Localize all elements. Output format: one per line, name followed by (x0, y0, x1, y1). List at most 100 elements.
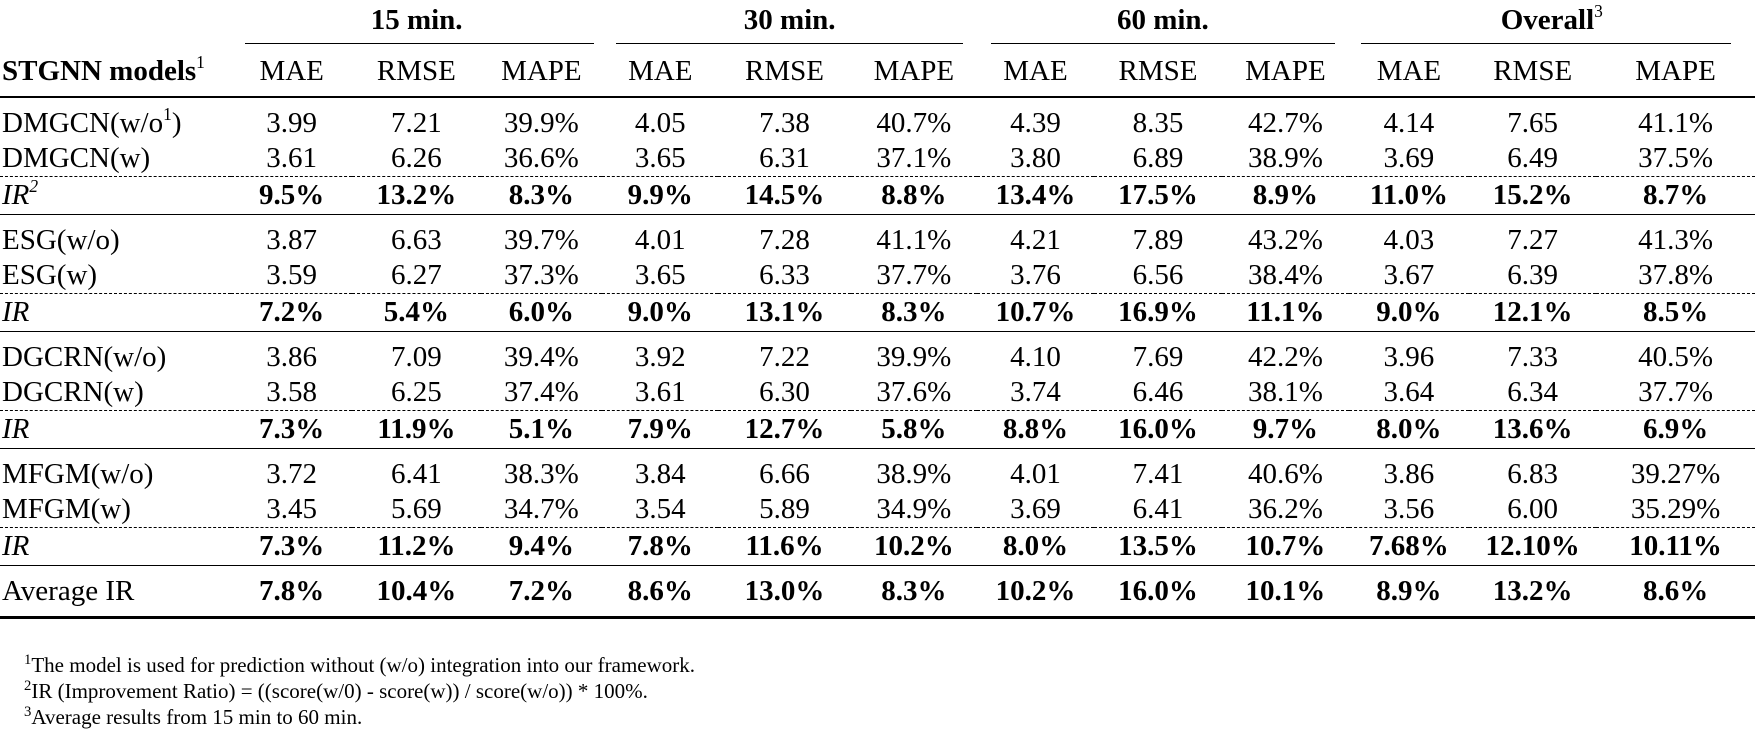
value-cell: 9.0% (627, 296, 693, 328)
value-cell: 7.22 (759, 341, 810, 373)
value-cell: 10.4% (376, 574, 457, 607)
value-cell: 8.0% (1376, 413, 1442, 445)
value-cell: 6.26 (391, 142, 442, 174)
value-cell: 9.7% (1252, 413, 1319, 445)
value-cell: 6.63 (391, 224, 442, 256)
value-cell: 3.99 (266, 107, 318, 139)
value-cell: 10.7% (1245, 530, 1326, 562)
value-cell: 6.34 (1507, 376, 1559, 408)
model-name-cell: IR (2, 296, 30, 328)
value-cell: 37.4% (503, 376, 579, 408)
value-cell: 10.11% (1629, 530, 1722, 562)
value-cell: 4.01 (1010, 458, 1061, 490)
value-cell: 12.1% (1492, 296, 1573, 328)
value-cell: 13.6% (1492, 413, 1573, 445)
table-row: MFGM(w) 3.45 5.69 34.7% 3.54 5.89 34.9% 3.69 6.4… (0, 492, 1755, 528)
value-cell: 3.69 (1010, 493, 1061, 525)
value-cell: 8.6% (627, 574, 693, 607)
model-name-cell: IR2 (2, 175, 39, 211)
model-name-cell: IR (2, 413, 30, 445)
value-cell: 10.7% (995, 296, 1076, 328)
value-cell: 6.83 (1507, 458, 1559, 490)
ir-row: IR 7.3% 11.9% 5.1% 7.9% 12.7% 5.8% 8.8% 16.0% 9.7… (0, 411, 1755, 449)
value-cell: 13.5% (1118, 530, 1198, 562)
value-cell: 37.1% (876, 142, 952, 174)
value-cell: 4.14 (1383, 107, 1435, 139)
value-cell: 39.9% (876, 341, 952, 373)
value-cell: 4.03 (1383, 224, 1435, 256)
value-cell: 13.1% (744, 296, 825, 328)
model-name-cell: MFGM(w/o) (2, 458, 154, 490)
value-cell: 7.2% (508, 574, 574, 607)
value-cell: 3.74 (1010, 376, 1061, 408)
value-cell: 6.39 (1507, 259, 1559, 291)
value-cell: 5.8% (881, 413, 947, 445)
value-cell: 3.59 (266, 259, 318, 291)
dashed-rule (0, 410, 1755, 411)
value-cell: 3.65 (634, 142, 686, 174)
value-cell: 3.72 (266, 458, 318, 490)
value-cell: 37.6% (876, 376, 952, 408)
ir-row: IR 7.3% 11.2% 9.4% 7.8% 11.6% 10.2% 8.0% 13.5% 10… (0, 528, 1755, 566)
value-cell: 17.5% (1118, 179, 1198, 211)
value-cell: 8.5% (1642, 296, 1709, 328)
value-cell: 41.1% (1638, 107, 1714, 139)
value-cell: 6.41 (391, 458, 442, 490)
metric-header: MAE (259, 54, 324, 87)
value-cell: 6.27 (391, 259, 442, 291)
value-cell: 7.8% (259, 574, 325, 607)
metric-header: RMSE (745, 54, 825, 87)
value-cell: 7.27 (1507, 224, 1559, 256)
value-cell: 8.7% (1642, 179, 1709, 211)
value-cell: 3.92 (634, 341, 686, 373)
value-cell: 6.25 (391, 376, 442, 408)
value-cell: 40.5% (1638, 341, 1714, 373)
value-cell: 42.2% (1247, 341, 1323, 373)
value-cell: 14.5% (744, 179, 825, 211)
value-cell: 11.2% (377, 530, 456, 562)
value-cell: 8.35 (1132, 107, 1184, 139)
block-separator-rule (0, 331, 1755, 332)
value-cell: 38.4% (1247, 259, 1323, 291)
group-header-60min: 60 min. (1116, 3, 1209, 36)
value-cell: 4.10 (1010, 341, 1061, 373)
value-cell: 6.33 (759, 259, 810, 291)
value-cell: 9.0% (1376, 296, 1442, 328)
metric-header: MAPE (873, 54, 955, 87)
footnote-2: 2IR (Improvement Ratio) = ((score(w/0) -… (24, 677, 648, 703)
value-cell: 7.21 (391, 107, 442, 139)
value-cell: 37.7% (876, 259, 952, 291)
value-cell: 37.7% (1638, 376, 1714, 408)
value-cell: 7.8% (627, 530, 693, 562)
value-cell: 10.2% (874, 530, 954, 562)
block-separator-rule (0, 214, 1755, 215)
block-separator-rule (0, 448, 1755, 449)
value-cell: 42.7% (1247, 107, 1323, 139)
metric-header: MAPE (501, 54, 582, 87)
value-cell: 38.9% (876, 458, 952, 490)
value-cell: 43.2% (1247, 224, 1323, 256)
value-cell: 10.1% (1245, 574, 1326, 607)
ir-row: IR2 9.5% 13.2% 8.3% 9.9% 14.5% 8.8% 13.4% 17.5% 8… (0, 177, 1755, 215)
metric-header: MAPE (1635, 54, 1716, 87)
results-table: 15 min. 30 min. 60 min. Overall3 STGNN m… (0, 0, 1755, 620)
table-row: ESG(w/o) 3.87 6.63 39.7% 4.01 7.28 41.1% 4.21 7.… (0, 215, 1755, 258)
value-cell: 3.76 (1010, 259, 1061, 291)
model-name-cell: ESG(w) (2, 259, 98, 291)
group-header-15min: 15 min. (370, 3, 463, 36)
corner-cell-empty (0, 0, 231, 40)
metric-header: MAE (1003, 54, 1068, 87)
value-cell: 3.80 (1010, 142, 1061, 174)
value-cell: 13.2% (376, 179, 457, 211)
value-cell: 7.3% (259, 530, 325, 562)
value-cell: 7.65 (1507, 107, 1559, 139)
footnote-1: 1The model is used for prediction withou… (24, 651, 696, 677)
table-row: DMGCN(w/o1) 3.99 7.21 39.9% 4.05 7.38 40.7% 4.3… (0, 98, 1755, 141)
metric-header: RMSE (1493, 54, 1573, 87)
value-cell: 37.5% (1638, 142, 1714, 174)
value-cell: 3.45 (266, 493, 318, 525)
value-cell: 34.9% (876, 493, 952, 525)
value-cell: 8.3% (508, 179, 574, 211)
value-cell: 6.56 (1132, 259, 1184, 291)
